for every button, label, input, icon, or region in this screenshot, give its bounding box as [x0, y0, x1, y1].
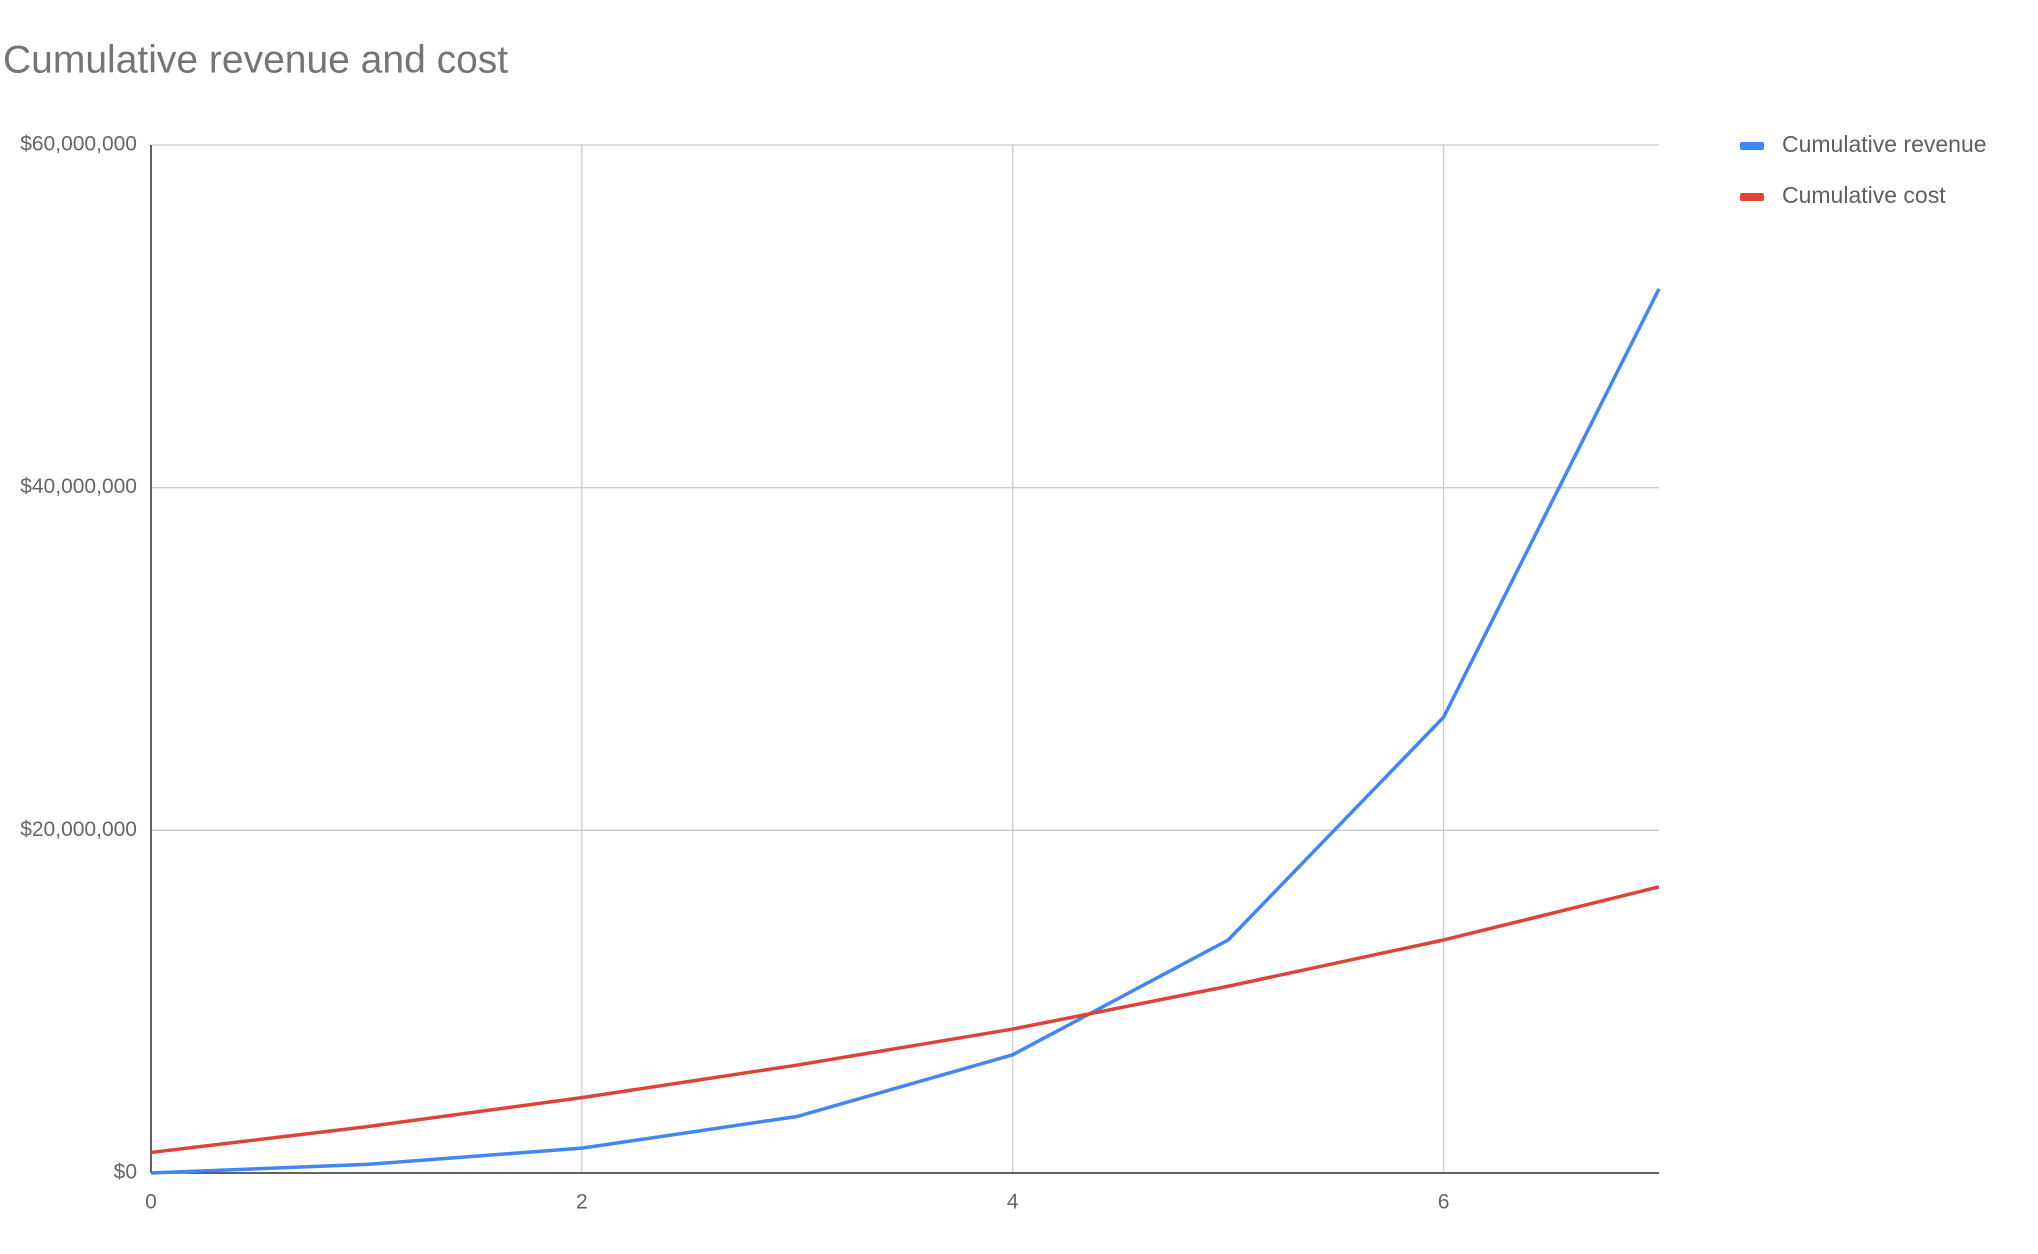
legend-swatch [1740, 193, 1764, 201]
series-line [150, 885, 1660, 1155]
y-tick-label: $0 [114, 1161, 137, 1184]
x-tick-label: 0 [145, 1191, 157, 1214]
legend-swatch [1740, 142, 1764, 150]
x-tick-label: 4 [1007, 1191, 1019, 1214]
legend-label: Cumulative revenue [1782, 131, 1987, 157]
y-tick-label: $60,000,000 [20, 133, 137, 156]
y-tick-label: $40,000,000 [20, 475, 137, 498]
series-line [150, 288, 1661, 1175]
chart-title: Cumulative revenue and cost [3, 38, 508, 81]
x-tick-label: 2 [576, 1191, 588, 1214]
x-tick-label: 6 [1438, 1191, 1450, 1214]
y-tick-label: $20,000,000 [20, 818, 137, 841]
legend-label: Cumulative cost [1782, 182, 1946, 208]
